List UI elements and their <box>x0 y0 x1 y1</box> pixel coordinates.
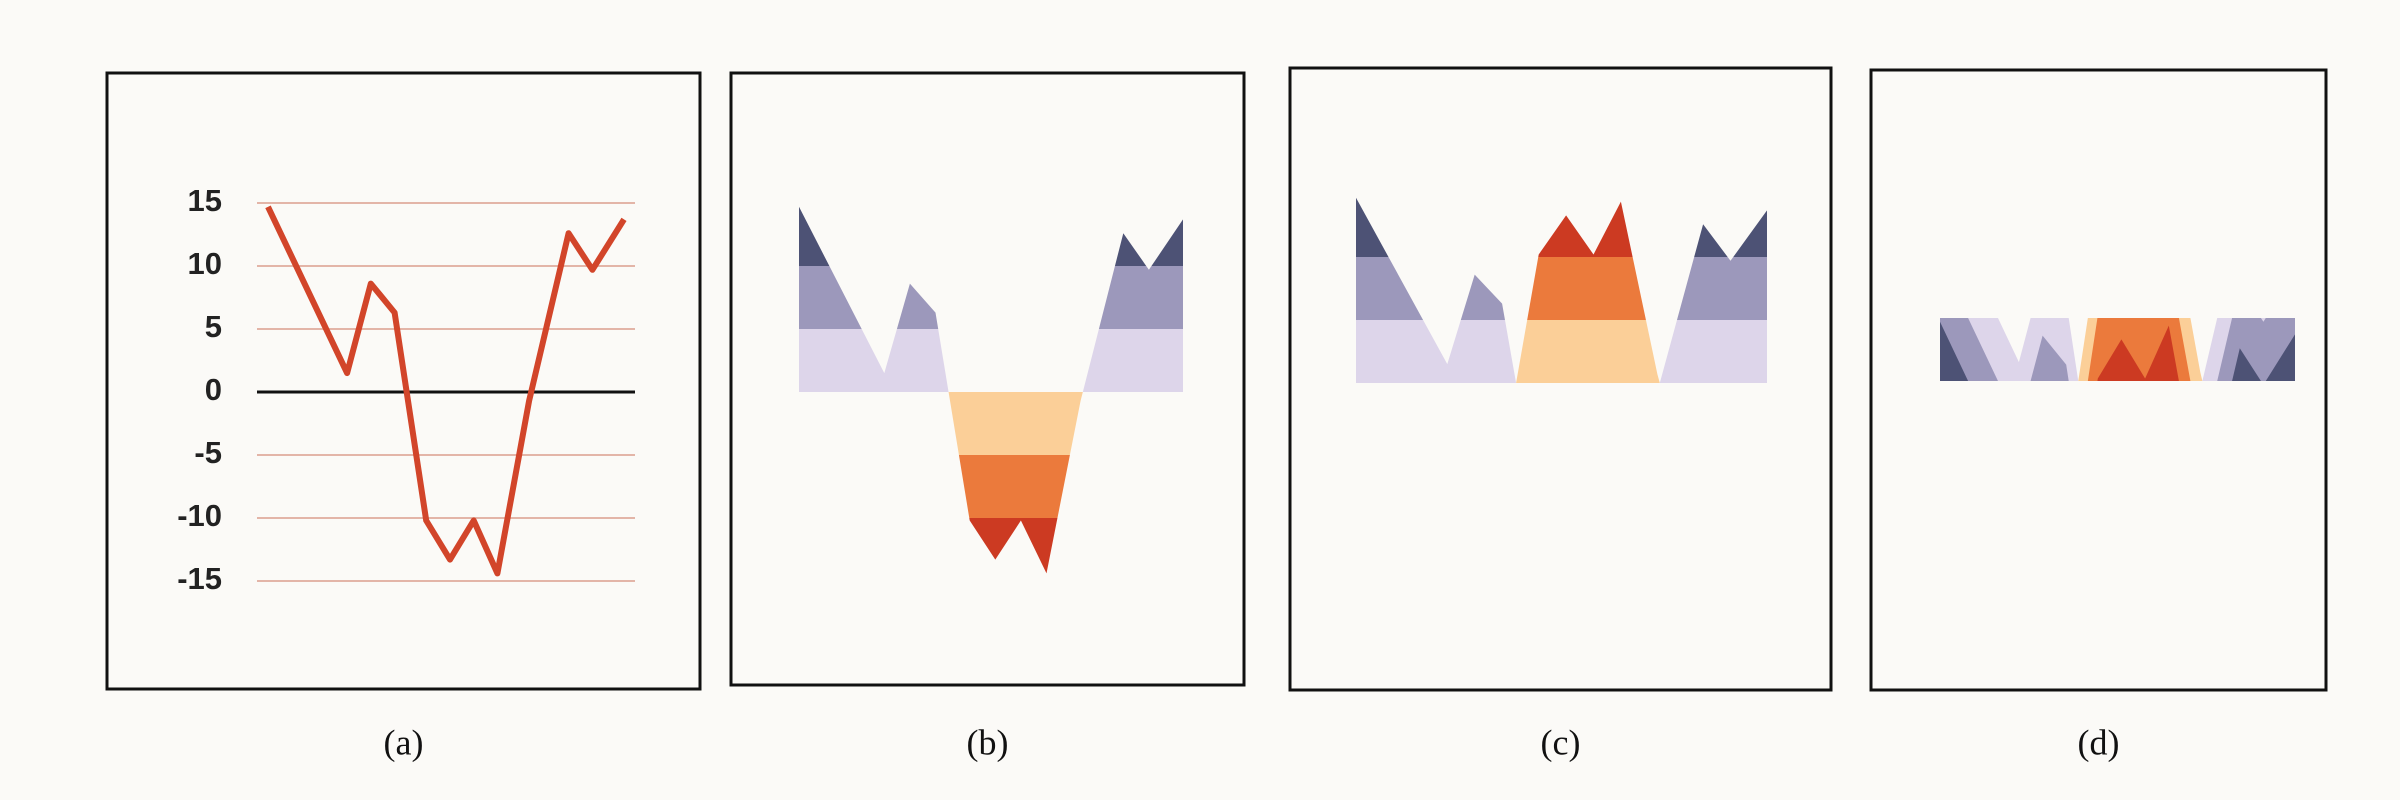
panel-frame <box>729 71 1246 687</box>
band-mirror <box>1940 318 2295 381</box>
band-group <box>2097 325 2179 381</box>
panel-frame <box>105 71 702 691</box>
band-mirror <box>2097 325 2179 381</box>
band-group <box>1356 320 1767 383</box>
negative-band <box>1527 257 1646 320</box>
y-tick-label: 5 <box>205 309 222 344</box>
negative-band <box>969 518 1058 574</box>
band-mirror <box>958 455 1070 518</box>
band-group <box>1356 257 1767 320</box>
band-mirror <box>1527 257 1646 320</box>
negative-band <box>1356 320 1767 383</box>
band-group <box>1538 201 1633 257</box>
band-group <box>969 518 1058 574</box>
band-group <box>799 266 1183 329</box>
positive-band <box>799 266 1183 329</box>
band-group <box>1356 320 1767 383</box>
panel-frame <box>1869 68 2328 692</box>
band-group <box>1940 318 2295 381</box>
band-group <box>958 455 1070 518</box>
band-mirror <box>1356 257 1767 320</box>
band-mirror <box>1940 318 2295 381</box>
line <box>265 205 627 577</box>
positive-band <box>1356 320 1767 383</box>
band-group <box>1527 257 1646 320</box>
caption: (d) <box>2078 722 2120 762</box>
band-group <box>799 392 1183 455</box>
band-group <box>799 329 1183 392</box>
band-group <box>1940 318 2295 381</box>
band-mirror <box>2087 318 2191 381</box>
positive-band <box>799 329 1183 392</box>
band-mirror <box>799 266 1183 329</box>
band-mirror <box>1940 318 2295 381</box>
negative-band <box>2097 325 2179 381</box>
negative-band <box>1538 201 1633 257</box>
caption: (b) <box>967 722 1009 762</box>
caption: (c) <box>1541 722 1581 762</box>
caption: (a) <box>384 722 424 762</box>
negative-band <box>1940 318 2295 381</box>
band-mirror <box>1538 201 1633 257</box>
band-mirror <box>1356 320 1767 383</box>
y-tick-label: 15 <box>188 183 222 218</box>
band-mirror <box>969 518 1058 574</box>
band-mirror <box>799 329 1183 392</box>
band-mirror <box>1356 320 1767 383</box>
y-tick-label: -10 <box>177 498 222 533</box>
y-tick-label: -5 <box>194 435 222 470</box>
y-tick-label: 0 <box>205 372 222 407</box>
band-mirror <box>799 392 1183 455</box>
band-group <box>2087 318 2191 381</box>
negative-band <box>958 455 1070 518</box>
y-tick-label: -15 <box>177 561 222 596</box>
band-group <box>1940 318 2295 381</box>
positive-band <box>1940 318 2295 381</box>
positive-band <box>1356 257 1767 320</box>
negative-band <box>2087 318 2191 381</box>
panel-frame <box>1288 66 1833 692</box>
negative-band <box>799 392 1183 455</box>
y-tick-label: 10 <box>188 246 222 281</box>
positive-band <box>1940 318 2295 381</box>
